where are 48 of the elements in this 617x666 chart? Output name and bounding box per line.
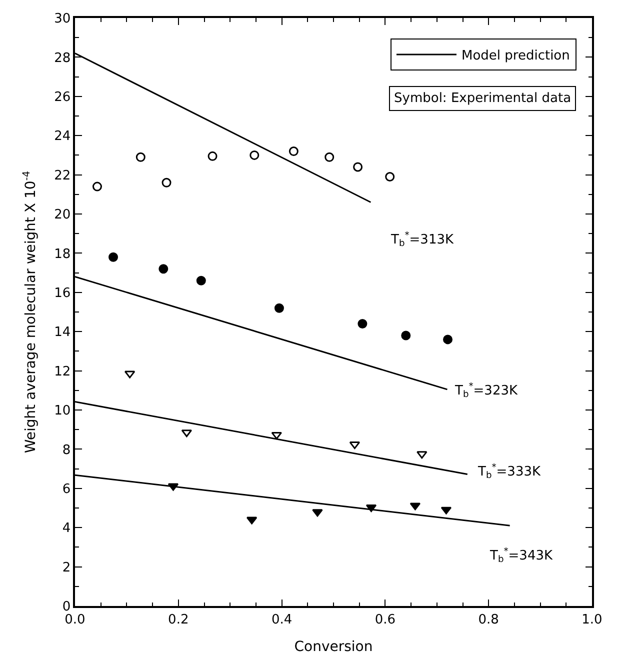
point [108,252,118,262]
point [312,509,323,517]
point [358,319,368,329]
y-tick-label: 30 [54,12,71,27]
annotation: T$_{b}$$^{*}$=313K [390,231,454,250]
point [208,151,218,161]
x-tick-label: 0.0 [64,612,86,628]
annotation: T$_{b}$$^{*}$=333K [477,463,541,482]
y-tick-label: 12 [54,364,71,380]
y-tick-label: 18 [54,246,71,262]
y-tick-label: 24 [54,129,71,144]
x-tick-label: 0.2 [168,612,189,628]
annotation: T$_{b}$$^{*}$=343K [489,547,553,566]
y-tick-label: 4 [62,521,71,536]
y-tick-label: 26 [54,90,71,105]
x-tick-label: 0.6 [374,612,396,628]
x-tick-label: 1.0 [582,612,602,628]
point [158,264,168,274]
y-tick-label: 20 [54,208,71,223]
y-tick-label: 2 [62,560,71,576]
annotation: T$_{b}$$^{*}$=323K [454,382,518,400]
point [92,182,102,192]
y-tick-label: 6 [62,482,71,497]
point [385,172,395,182]
annotation: Symbol: Experimental data [394,91,572,106]
x-tick-label: 0.8 [478,612,499,628]
point [136,152,146,162]
point [416,451,428,459]
y-tick-label: 28 [54,50,71,66]
point [250,150,260,160]
point [274,303,284,313]
x-tick-label: 0.4 [271,612,292,628]
point [401,330,411,340]
point [196,276,206,286]
point [324,152,334,162]
point [353,162,363,172]
legend-label: Model prediction [461,48,570,64]
y-tick-label: 10 [54,404,71,419]
y-tick-label: 8 [62,442,71,458]
point [162,178,172,188]
point [288,146,298,156]
x-axis-title: Conversion [294,639,373,656]
point [271,432,282,440]
y-tick-label: 16 [54,286,71,301]
y-tick-label: 14 [54,325,71,340]
point [443,334,453,344]
y-tick-label: 0 [62,600,71,615]
y-tick-label: 22 [54,168,71,184]
